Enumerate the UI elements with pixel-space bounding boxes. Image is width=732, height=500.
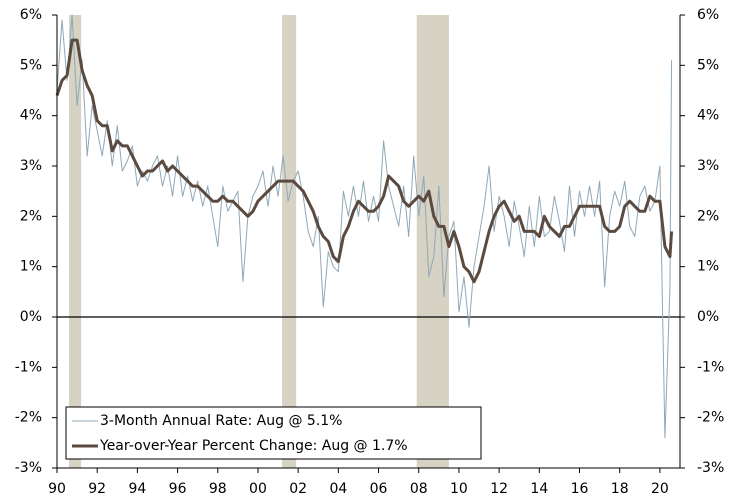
legend-label: 3-Month Annual Rate: Aug @ 5.1%	[100, 413, 342, 429]
x-tick-label: 08	[410, 481, 428, 497]
x-tick-label: 92	[88, 481, 106, 497]
recession-band	[69, 15, 82, 468]
x-tick-label: 02	[289, 481, 307, 497]
y-tick-label: 5%	[20, 57, 42, 73]
y-tick-label: 2%	[20, 208, 42, 224]
series-line	[55, 38, 674, 284]
y2-tick-label: -3%	[697, 460, 724, 476]
x-tick-label: 94	[128, 481, 146, 497]
y2-tick-label: 4%	[697, 108, 719, 124]
x-tick-label: 90	[48, 481, 66, 497]
y-tick-label: -1%	[15, 359, 42, 375]
y-tick-label: 0%	[20, 309, 42, 325]
y-tick-label: 6%	[20, 7, 42, 23]
y2-tick-label: 0%	[697, 309, 719, 325]
x-tick-label: 10	[450, 481, 468, 497]
y-tick-label: 1%	[20, 259, 42, 275]
y-tick-label: 4%	[20, 108, 42, 124]
y2-tick-label: 5%	[697, 57, 719, 73]
x-tick-label: 18	[611, 481, 629, 497]
x-tick-label: 96	[169, 481, 187, 497]
x-tick-label: 04	[329, 481, 347, 497]
x-tick-label: 20	[651, 481, 669, 497]
x-tick-label: 16	[571, 481, 589, 497]
x-tick-label: 06	[370, 481, 388, 497]
recession-band	[282, 15, 297, 468]
x-tick-label: 12	[490, 481, 508, 497]
series-line	[56, 14, 673, 439]
y-tick-label: 3%	[20, 158, 42, 174]
recession-band	[416, 15, 449, 468]
y2-tick-label: 3%	[697, 158, 719, 174]
y2-tick-label: 2%	[697, 208, 719, 224]
y-tick-label: -3%	[15, 460, 42, 476]
x-tick-label: 98	[209, 481, 227, 497]
y2-tick-label: -2%	[697, 410, 724, 426]
legend-box	[65, 406, 482, 460]
y-tick-label: -2%	[15, 410, 42, 426]
y2-tick-label: -1%	[697, 359, 724, 375]
y2-tick-label: 6%	[697, 7, 719, 23]
y2-tick-label: 1%	[697, 259, 719, 275]
x-tick-label: 00	[249, 481, 267, 497]
x-tick-label: 14	[530, 481, 548, 497]
legend-label: Year-over-Year Percent Change: Aug @ 1.7…	[99, 438, 408, 454]
